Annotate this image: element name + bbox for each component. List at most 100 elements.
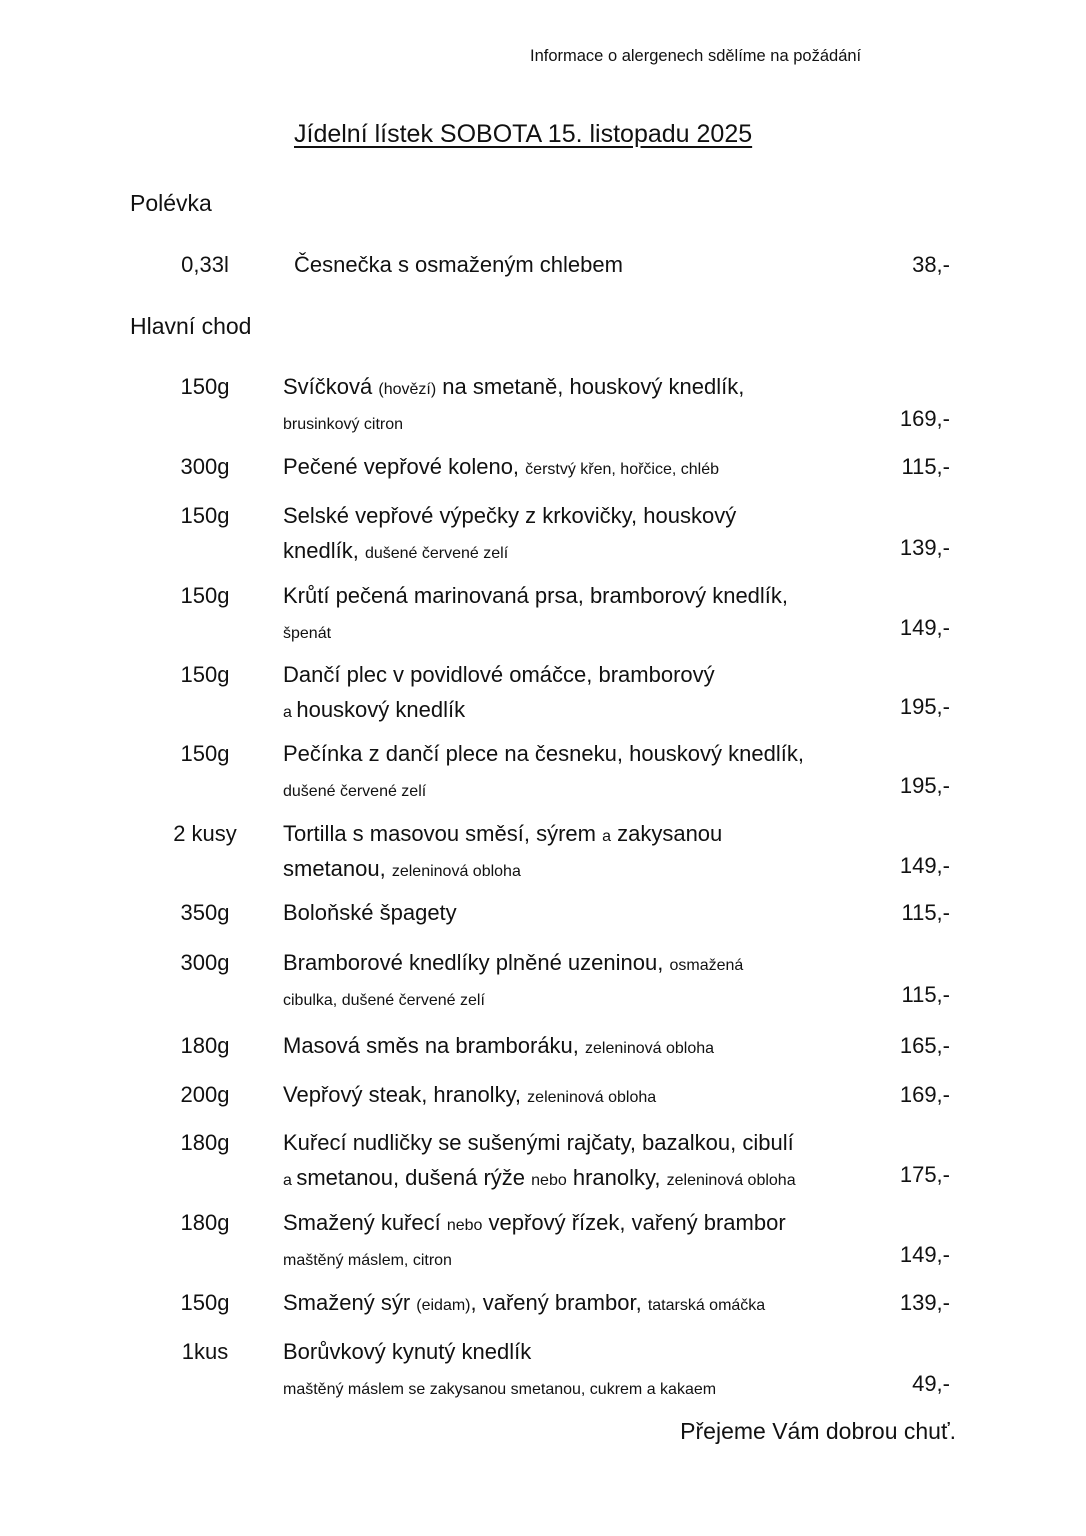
item-description-line: cibulka, dušené červené zelí: [283, 987, 485, 1009]
description-segment: Bramborové knedlíky plněné uzeninou,: [283, 950, 670, 975]
item-price: 149,-: [899, 1242, 950, 1267]
description-segment: a: [602, 828, 611, 845]
item-amount: 180g: [180, 1033, 230, 1058]
item-amount: 150g: [180, 1290, 230, 1315]
item-description-line: Borůvkový kynutý knedlík: [283, 1341, 531, 1363]
description-segment: cibulka, dušené červené zelí: [283, 992, 485, 1009]
item-description-line: Pečené vepřové koleno, čerstvý křen, hoř…: [283, 456, 719, 478]
description-segment: Selské vepřové výpečky z krkovičky, hous…: [283, 503, 737, 528]
item-amount: 150g: [180, 503, 230, 528]
item-description-line: Smažený sýr (eidam), vařený brambor, tat…: [283, 1292, 765, 1314]
item-price: 195,-: [899, 694, 950, 719]
item-description-line: maštěný máslem se zakysanou smetanou, cu…: [283, 1376, 716, 1398]
item-price: 115,-: [901, 900, 950, 925]
description-segment: Masová směs na bramboráku,: [283, 1033, 586, 1058]
item-amount: 300g: [180, 950, 230, 975]
allergen-note: Informace o alergenech sdělíme na požádá…: [530, 47, 862, 65]
item-description-line: smetanou, zeleninová obloha: [283, 858, 521, 880]
item-amount: 150g: [180, 741, 230, 766]
description-segment: Tortilla s masovou směsí, sýrem: [283, 821, 603, 846]
item-amount: 150g: [180, 374, 230, 399]
description-segment: smetanou, dušená rýže: [296, 1165, 532, 1190]
description-segment: Boloňské špagety: [283, 900, 457, 925]
description-segment: hranolky,: [566, 1165, 667, 1190]
item-price: 38,-: [912, 252, 950, 277]
description-segment: Česnečka s osmaženým chlebem: [294, 252, 623, 277]
item-description-line: Vepřový steak, hranolky, zeleninová oblo…: [283, 1084, 656, 1106]
item-price: 49,-: [912, 1371, 950, 1396]
description-segment: tatarská omáčka: [647, 1297, 766, 1314]
description-segment: vepřový řízek, vařený brambor: [482, 1210, 786, 1235]
item-description-line: špenát: [283, 620, 331, 642]
description-segment: knedlík,: [283, 538, 365, 563]
description-segment: a: [283, 1172, 297, 1189]
item-amount: 150g: [180, 583, 230, 608]
item-amount: 300g: [180, 454, 230, 479]
item-amount: 150g: [180, 662, 230, 687]
item-amount: 180g: [180, 1210, 230, 1235]
item-price: 115,-: [901, 982, 950, 1007]
description-segment: dušené červené zelí: [283, 783, 427, 800]
description-segment: maštěný máslem, citron: [283, 1252, 452, 1269]
item-amount: 180g: [180, 1130, 230, 1155]
description-segment: nebo: [446, 1217, 483, 1234]
description-segment: zeleninová obloha: [527, 1089, 657, 1106]
item-description-line: maštěný máslem, citron: [283, 1247, 452, 1269]
description-segment: Vepřový steak, hranolky,: [283, 1082, 528, 1107]
description-segment: (hovězí): [378, 381, 437, 398]
description-segment: zakysanou: [610, 821, 723, 846]
item-price: 139,-: [899, 535, 950, 560]
description-segment: Pečínka z dančí plece na česneku, housko…: [283, 741, 804, 766]
description-segment: Smažený kuřecí: [283, 1210, 447, 1235]
description-segment: Pečené vepřové koleno,: [283, 454, 526, 479]
item-price: 169,-: [899, 1082, 950, 1107]
description-segment: Krůtí pečená marinovaná prsa, bramborový…: [283, 583, 789, 608]
page-title: Jídelní lístek SOBOTA 15. listopadu 2025: [294, 120, 753, 148]
item-price: 115,-: [901, 454, 950, 479]
item-description-line: Smažený kuřecí nebo vepřový řízek, vařen…: [283, 1212, 786, 1234]
description-segment: čerstvý křen, hořčice, chléb: [525, 461, 720, 478]
item-amount: 2 kusy: [173, 821, 237, 846]
description-segment: houskový knedlík: [296, 697, 466, 722]
description-segment: na smetaně, houskový knedlík,: [436, 374, 745, 399]
item-amount: 0,33l: [181, 252, 229, 277]
item-description-line: Pečínka z dančí plece na česneku, housko…: [283, 743, 804, 765]
description-segment: zeleninová obloha: [391, 863, 521, 880]
item-price: 139,-: [899, 1290, 950, 1315]
item-description-line: Svíčková (hovězí) na smetaně, houskový k…: [283, 376, 744, 398]
item-price: 149,-: [899, 853, 950, 878]
item-description-line: knedlík, dušené červené zelí: [283, 540, 508, 562]
description-segment: maštěný máslem se zakysanou smetanou, cu…: [283, 1381, 717, 1398]
item-price: 165,-: [899, 1033, 950, 1058]
description-segment: brusinkový citron: [283, 416, 404, 433]
item-amount: 350g: [180, 900, 230, 925]
item-description-line: Krůtí pečená marinovaná prsa, bramborový…: [283, 585, 788, 607]
description-segment: zeleninová obloha: [585, 1040, 715, 1057]
item-description-line: dušené červené zelí: [283, 778, 426, 800]
section-heading-main: Hlavní chod: [130, 313, 252, 339]
description-segment: dušené červené zelí: [364, 545, 509, 562]
description-segment: Borůvkový kynutý knedlík: [283, 1339, 532, 1364]
description-segment: zeleninová obloha: [666, 1172, 796, 1189]
description-segment: smetanou,: [283, 856, 392, 881]
item-description-line: Česnečka s osmaženým chlebem: [294, 254, 623, 276]
item-price: 149,-: [899, 615, 950, 640]
description-segment: , vařený brambor,: [470, 1290, 648, 1315]
item-description-line: a smetanou, dušená rýže nebo hranolky, z…: [283, 1167, 796, 1189]
item-amount: 1kus: [181, 1339, 229, 1364]
description-segment: Svíčková: [283, 374, 379, 399]
item-description-line: Selské vepřové výpečky z krkovičky, hous…: [283, 505, 736, 527]
item-description-line: Masová směs na bramboráku, zeleninová ob…: [283, 1035, 714, 1057]
description-segment: (eidam): [416, 1297, 471, 1314]
description-segment: špenát: [283, 625, 332, 642]
closing-wish: Přejeme Vám dobrou chuť.: [680, 1418, 956, 1444]
item-amount: 200g: [180, 1082, 230, 1107]
description-segment: Smažený sýr: [283, 1290, 417, 1315]
description-segment: Dančí plec v povidlové omáčce, bramborov…: [283, 662, 715, 687]
item-price: 175,-: [899, 1162, 950, 1187]
item-description-line: Dančí plec v povidlové omáčce, bramborov…: [283, 664, 715, 686]
item-price: 195,-: [899, 773, 950, 798]
item-description-line: Kuřecí nudličky se sušenými rajčaty, baz…: [283, 1132, 794, 1154]
description-segment: nebo: [531, 1172, 567, 1189]
description-segment: Kuřecí nudličky se sušenými rajčaty, baz…: [283, 1130, 794, 1155]
